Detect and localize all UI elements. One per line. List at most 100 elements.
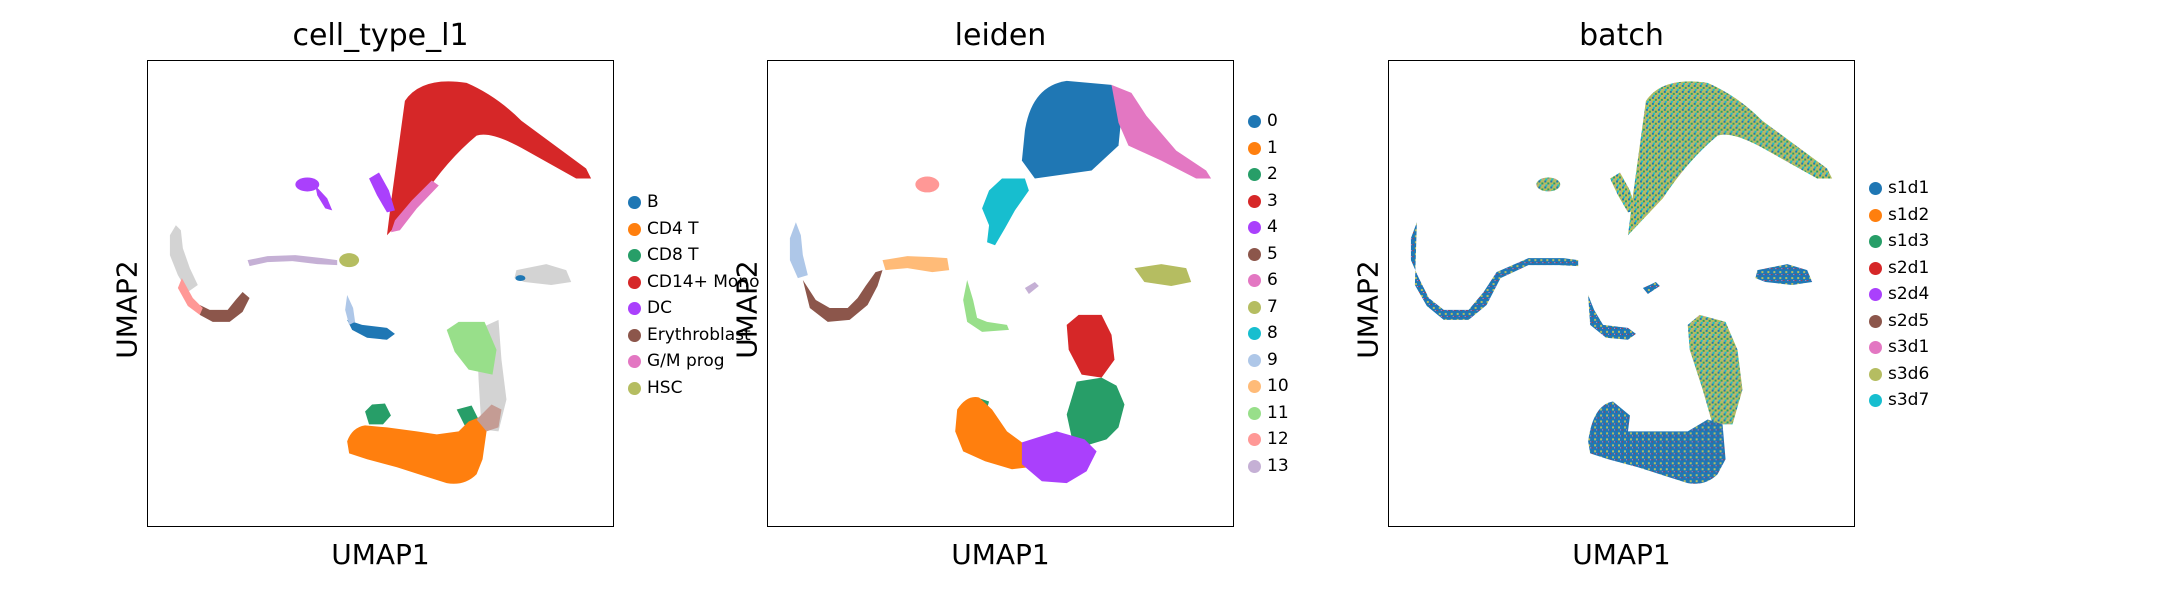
legend-label: 0 (1267, 111, 1278, 131)
cluster-7 (1134, 264, 1192, 287)
legend-label: 1 (1267, 137, 1278, 158)
legend-marker (1869, 394, 1882, 407)
legend-label: s2d1 (1888, 257, 1930, 278)
cluster-lavender (247, 255, 338, 267)
y-axis-label: UMAP2 (730, 260, 764, 359)
legend: 0 1 2 3 4 5 6 7 8 9 10 11 12 13 (1248, 108, 1328, 488)
legend-marker (1248, 247, 1261, 261)
legend-marker (1869, 182, 1882, 195)
cluster-cd8-t (365, 403, 479, 426)
cluster-13 (1024, 282, 1039, 294)
x-axis-label: UMAP1 (951, 538, 1050, 571)
legend-marker (1869, 235, 1882, 248)
legend-marker (1869, 341, 1882, 354)
legend-marker (1248, 353, 1261, 367)
cluster-gm-prog (390, 180, 439, 233)
legend-marker (1248, 168, 1261, 181)
legend-marker (628, 355, 641, 368)
cluster-hsc (339, 253, 360, 268)
umap-scatter (169, 81, 592, 484)
y-axis-label: UMAP2 (1351, 260, 1385, 359)
legend-marker (1248, 380, 1261, 393)
cluster-dc (295, 172, 395, 213)
legend-label: 2 (1267, 164, 1278, 184)
x-axis-label: UMAP1 (1572, 538, 1671, 571)
legend-marker (1869, 208, 1882, 222)
cluster-8 (982, 178, 1029, 246)
cluster-4 (1021, 431, 1097, 484)
legend-marker (1869, 367, 1882, 381)
legend-label: s2d5 (1888, 310, 1930, 331)
legend-label: s3d7 (1888, 390, 1930, 410)
legend-marker (1248, 141, 1261, 155)
cluster-1 (955, 397, 1032, 470)
cluster-3 (1066, 314, 1115, 378)
y-axis-label: UMAP2 (110, 260, 144, 359)
legend-marker (1869, 288, 1882, 301)
legend: s1d1 s1d2 s1d3 s2d1 s2d4 s2d5 s3d1 s3d6 … (1869, 175, 1959, 425)
cluster-b (347, 275, 526, 340)
legend-marker (1248, 406, 1261, 420)
legend-marker (1248, 433, 1261, 446)
legend-label: 13 (1267, 455, 1289, 476)
x-axis-label: UMAP1 (331, 538, 430, 571)
umap-scatter (1410, 81, 1833, 484)
cluster-cd8-t-light (446, 321, 497, 375)
batch-mixed-region (1536, 81, 1833, 425)
legend-label: HSC (647, 377, 683, 398)
chart-title: cell_type_l1 (292, 18, 469, 53)
legend-label: DC (647, 298, 672, 318)
legend-label: CD14+ Mono (647, 271, 760, 292)
cluster-5 (802, 270, 883, 322)
chart-title: batch (1579, 18, 1664, 53)
legend-label: s1d2 (1888, 204, 1930, 225)
legend-marker (1248, 300, 1261, 314)
legend-label: 9 (1267, 349, 1278, 370)
legend-marker (628, 381, 641, 395)
legend-label: 4 (1267, 217, 1278, 237)
legend-label: s1d1 (1888, 178, 1930, 198)
legend-marker (628, 328, 641, 342)
legend-label: s3d6 (1888, 363, 1930, 384)
legend-label: 11 (1267, 402, 1289, 423)
cluster-pink-light (177, 278, 203, 315)
legend-marker (1869, 261, 1882, 275)
legend-label: B (647, 192, 659, 212)
legend-marker (1248, 115, 1261, 128)
chart-title: leiden (954, 18, 1047, 53)
legend-label: 3 (1267, 190, 1278, 211)
chart-panel-batch: batch (1352, 0, 1930, 600)
chart-panel-leiden: leiden (731, 0, 1289, 600)
cluster-cd4-t (347, 417, 487, 484)
cluster-6 (1111, 84, 1212, 179)
legend-label: CD4 T (647, 218, 699, 239)
cluster-11 (963, 280, 1009, 332)
cluster-erythroblast (199, 292, 250, 322)
cluster-tan (476, 404, 502, 432)
legend-label: CD8 T (647, 245, 699, 265)
legend-marker (1248, 459, 1261, 473)
plot-area (1388, 60, 1855, 527)
legend-label: 8 (1267, 323, 1278, 343)
legend-label: 10 (1267, 376, 1289, 396)
legend-marker (628, 196, 641, 209)
legend-label: s3d1 (1888, 337, 1930, 357)
legend-marker (1248, 327, 1261, 340)
legend-marker (628, 302, 641, 315)
cluster-0 (1021, 80, 1122, 179)
legend-label: s1d3 (1888, 231, 1930, 251)
legend-marker (1248, 274, 1261, 287)
legend-label: G/M prog (647, 351, 725, 371)
legend-label: s2d4 (1888, 284, 1930, 304)
legend-marker (1248, 221, 1261, 234)
legend-label: 6 (1267, 270, 1278, 290)
plot-area (767, 60, 1234, 527)
legend-marker (628, 275, 641, 289)
plot-area (147, 60, 614, 527)
legend-marker (1869, 314, 1882, 328)
legend: B CD4 T CD8 T CD14+ Mono DC Erythroblast… (628, 189, 788, 409)
legend-marker (628, 222, 641, 236)
legend-label: 7 (1267, 296, 1278, 317)
legend-marker (628, 249, 641, 262)
legend-label: Erythroblast (647, 324, 751, 345)
